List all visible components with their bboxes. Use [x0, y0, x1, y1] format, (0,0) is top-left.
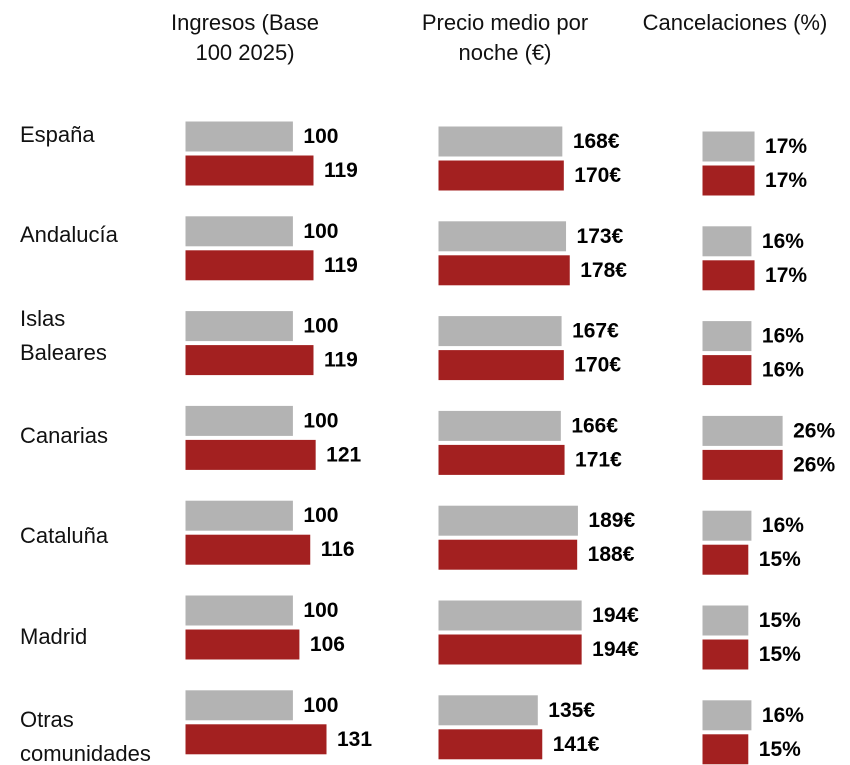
category-label: Canarias: [20, 422, 109, 448]
value-label: 167€: [572, 320, 619, 343]
bar: [184, 310, 294, 343]
category-label: Andalucía: [20, 222, 118, 248]
value-label: 171€: [575, 448, 622, 471]
bar: [701, 448, 784, 481]
value-label: 106: [310, 633, 345, 656]
value-label: 100: [303, 315, 338, 338]
value-label: 15%: [759, 548, 801, 571]
value-label: 188€: [588, 543, 635, 566]
bar: [437, 125, 564, 158]
value-label: 135€: [548, 699, 595, 722]
value-label: 100: [303, 504, 338, 527]
bar: [437, 254, 571, 287]
bar: [701, 414, 784, 447]
value-label: 100: [303, 125, 338, 148]
value-label: 16%: [762, 514, 804, 537]
value-label: 189€: [588, 509, 635, 532]
bar: [701, 130, 756, 163]
bar: [701, 509, 753, 542]
value-label: 194€: [592, 604, 639, 627]
value-label: 16%: [762, 325, 804, 348]
bar: [184, 594, 294, 627]
bar: [437, 349, 565, 382]
panel-title: Precio medio por noche (€): [421, 10, 589, 65]
bar: [184, 438, 317, 471]
value-label: 100: [303, 694, 338, 717]
value-label: 16%: [762, 359, 804, 382]
bar: [437, 315, 563, 348]
value-label: 173€: [577, 225, 624, 248]
bar: [184, 215, 294, 248]
bar: [184, 249, 315, 282]
panel-title: Cancelaciones (%): [642, 10, 828, 35]
bar: [701, 543, 750, 576]
value-label: 100: [303, 220, 338, 243]
bar: [701, 354, 753, 387]
value-label: 26%: [793, 453, 835, 476]
value-label: 194€: [592, 638, 639, 661]
bar: [701, 164, 756, 197]
value-label: 168€: [573, 130, 620, 153]
bar: [184, 689, 294, 722]
bar: [701, 259, 756, 292]
value-label: 26%: [793, 419, 835, 442]
value-label: 100: [303, 409, 338, 432]
category-label: Otras comunidades: [20, 706, 151, 765]
category-label: España: [20, 122, 95, 147]
bar: [701, 638, 750, 671]
value-label: 119: [324, 159, 358, 182]
value-label: 17%: [765, 135, 807, 158]
bar: [437, 599, 583, 632]
value-label: 170€: [574, 164, 621, 187]
bar: [437, 633, 583, 666]
value-label: 121: [326, 443, 361, 466]
value-label: 16%: [762, 704, 804, 727]
bar: [437, 443, 566, 476]
value-label: 116: [321, 538, 355, 561]
value-label: 131: [337, 728, 372, 751]
bar: [437, 220, 568, 253]
value-label: 166€: [571, 414, 618, 437]
bar: [184, 723, 328, 756]
bar: [437, 159, 565, 192]
bar: [701, 604, 750, 637]
bar: [701, 225, 753, 258]
category-label: Cataluña: [20, 523, 109, 549]
bar: [184, 154, 315, 187]
value-label: 170€: [574, 354, 621, 377]
value-label: 100: [303, 599, 338, 622]
value-label: 178€: [580, 259, 627, 282]
bar: [184, 404, 294, 437]
bar: [437, 409, 562, 442]
bar: [701, 320, 753, 353]
value-label: 17%: [765, 169, 807, 192]
bar: [184, 120, 294, 153]
bar: [184, 533, 312, 566]
value-label: 141€: [553, 733, 600, 756]
value-label: 16%: [762, 230, 804, 253]
bar: [437, 504, 579, 537]
panel-title: Ingresos (Base 100 2025): [171, 10, 319, 65]
value-label: 15%: [759, 643, 801, 666]
value-label: 15%: [759, 738, 801, 761]
bar: [184, 344, 315, 377]
value-label: 119: [324, 254, 358, 277]
value-label: 17%: [765, 264, 807, 287]
bar: [437, 728, 544, 761]
bar: [184, 628, 301, 661]
bar: [184, 499, 294, 532]
value-label: 15%: [759, 609, 801, 632]
bar: [437, 538, 579, 571]
bar: [701, 699, 753, 732]
bar: [701, 733, 750, 765]
bar: [437, 694, 539, 727]
category-label: Madrid: [20, 623, 88, 649]
value-label: 119: [324, 349, 358, 372]
category-label: Islas Baleares: [20, 305, 107, 365]
